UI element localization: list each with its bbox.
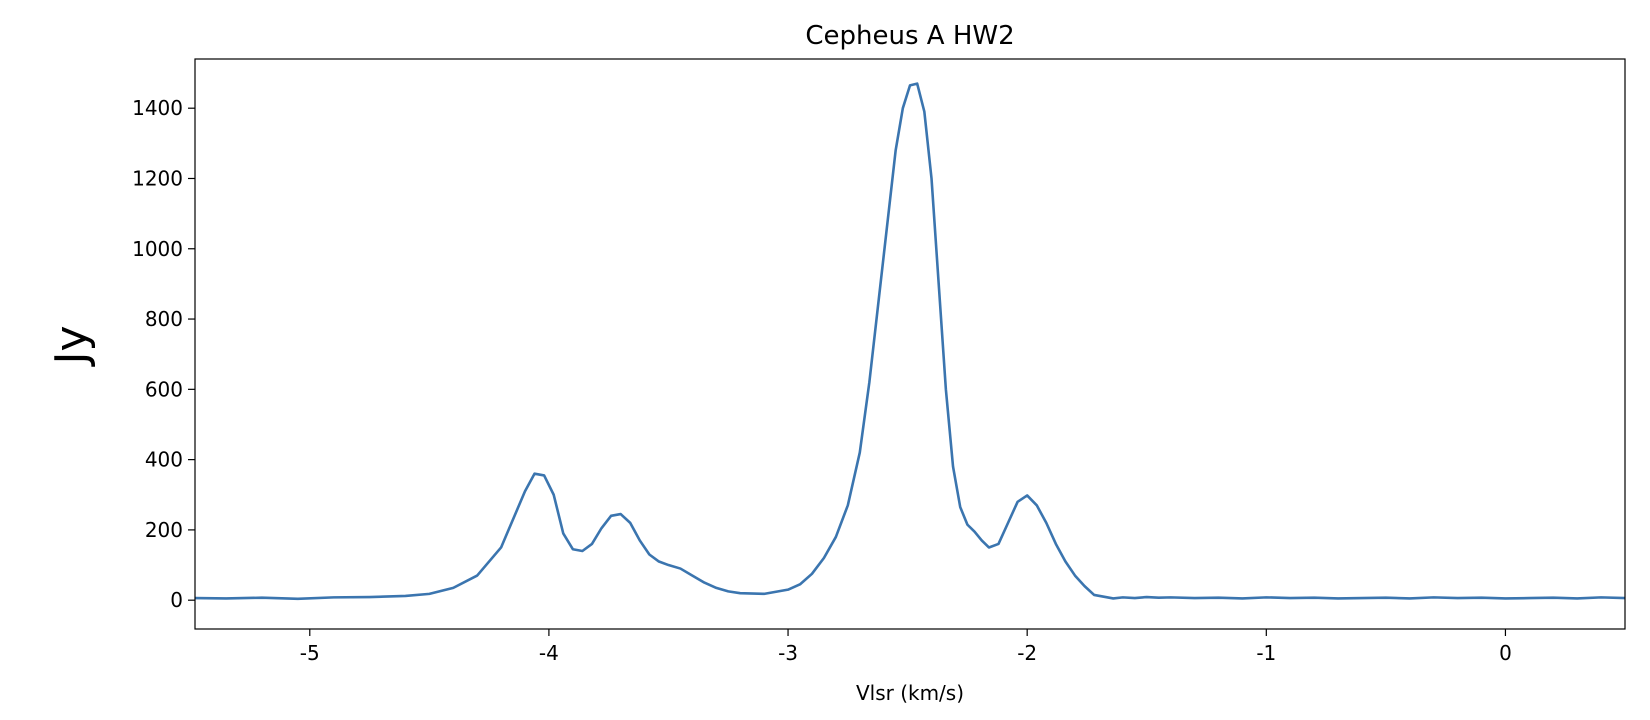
y-tick-label: 1400 xyxy=(132,96,183,120)
x-tick-label: 0 xyxy=(1499,641,1512,665)
series-layer xyxy=(195,82,1625,601)
y-tick-label: 200 xyxy=(145,518,183,542)
y-tick-label: 600 xyxy=(145,377,183,401)
x-tick-label: -1 xyxy=(1256,641,1276,665)
x-axis-ticks: -5 -4 -3 -2 -1 0 xyxy=(300,629,1512,665)
x-axis-label: Vlsr (km/s) xyxy=(856,681,964,705)
x-tick-label: -2 xyxy=(1017,641,1037,665)
plot-area-frame xyxy=(194,58,1626,630)
y-tick-label: 0 xyxy=(170,588,183,612)
spectrum-line xyxy=(195,82,1625,601)
x-tick-label: -3 xyxy=(778,641,798,665)
y-tick-label: 1200 xyxy=(132,166,183,190)
y-tick-label: 400 xyxy=(145,448,183,472)
x-tick-label: -4 xyxy=(539,641,559,665)
y-axis-ticks: 0 200 400 600 800 1000 1200 1400 xyxy=(132,96,195,612)
x-tick-label: -5 xyxy=(300,641,320,665)
chart-title: Cepheus A HW2 xyxy=(805,21,1014,51)
y-axis-label: Jy xyxy=(46,325,97,367)
y-tick-label: 800 xyxy=(145,307,183,331)
y-tick-label: 1000 xyxy=(132,237,183,261)
